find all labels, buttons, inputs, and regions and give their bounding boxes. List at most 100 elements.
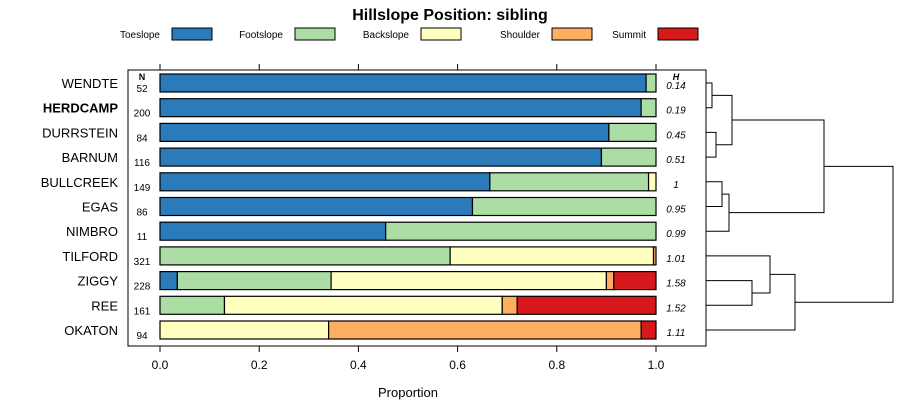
h-value-egas: 0.95 bbox=[666, 205, 686, 216]
bars bbox=[159, 73, 657, 340]
row-label-wendte: WENDTE bbox=[62, 76, 119, 91]
n-value-egas: 86 bbox=[136, 208, 148, 219]
row-label-nimbro: NIMBRO bbox=[66, 224, 118, 239]
row-tilford bbox=[159, 246, 657, 266]
h-value-ree: 1.52 bbox=[666, 303, 686, 314]
h-value-tilford: 1.01 bbox=[666, 254, 685, 265]
dendro-root bbox=[795, 165, 894, 303]
dendro-cluster-a bbox=[712, 94, 733, 146]
legend-label-toeslope: Toeslope bbox=[120, 30, 160, 41]
bar-ree-footslope bbox=[159, 295, 226, 315]
x-axis: 0.0 0.2 0.4 0.6 0.8 1.0 bbox=[152, 64, 665, 372]
bar-ree-shoulder bbox=[501, 295, 518, 315]
row-label-tilford: TILFORD bbox=[62, 249, 118, 264]
h-value-durrstein: 0.45 bbox=[666, 130, 686, 141]
row-label-ree: REE bbox=[91, 298, 118, 313]
row-herdcamp bbox=[159, 98, 657, 118]
bar-herdcamp-toeslope bbox=[159, 98, 642, 118]
bar-barnum-footslope bbox=[600, 147, 657, 167]
bar-ziggy-backslope bbox=[330, 271, 607, 291]
legend-swatch-backslope bbox=[420, 27, 462, 41]
row-nimbro bbox=[159, 221, 657, 241]
dendro-wendte-herdcamp bbox=[706, 82, 713, 109]
h-value-herdcamp: 0.19 bbox=[666, 106, 686, 117]
legend-label-shoulder: Shoulder bbox=[500, 30, 541, 41]
bar-egas-footslope bbox=[471, 196, 657, 217]
legend-swatch-shoulder bbox=[551, 27, 593, 41]
bar-barnum-toeslope bbox=[159, 147, 603, 167]
dendro-cluster-c bbox=[706, 255, 771, 294]
bar-durrstein-footslope bbox=[608, 122, 657, 143]
bar-wendte-footslope bbox=[645, 73, 657, 93]
bar-ree-summit bbox=[516, 295, 657, 315]
row-label-ziggy: ZIGGY bbox=[78, 274, 119, 289]
row-barnum bbox=[159, 147, 657, 167]
x-tick-label-5: 1.0 bbox=[648, 358, 665, 372]
bar-ree-backslope bbox=[223, 295, 503, 315]
bar-okaton-shoulder bbox=[328, 320, 642, 340]
bar-tilford-shoulder bbox=[652, 246, 657, 266]
bar-ziggy-toeslope bbox=[159, 271, 178, 291]
n-value-ree: 161 bbox=[134, 306, 151, 317]
n-value-okaton: 94 bbox=[136, 331, 148, 342]
h-column-header: H bbox=[673, 72, 680, 82]
bar-herdcamp-footslope bbox=[640, 98, 657, 118]
legend-label-backslope: Backslope bbox=[363, 30, 410, 41]
bar-bullcreek-backslope bbox=[647, 172, 657, 192]
h-value-wendte: 0.14 bbox=[666, 81, 686, 92]
bar-nimbro-toeslope bbox=[159, 221, 387, 241]
x-tick-label-1: 0.2 bbox=[251, 358, 268, 372]
x-axis-label: Proportion bbox=[378, 385, 438, 400]
legend-label-summit: Summit bbox=[612, 30, 646, 41]
row-label-egas: EGAS bbox=[82, 200, 118, 215]
row-wendte bbox=[159, 73, 657, 93]
bar-ziggy-summit bbox=[613, 271, 657, 291]
bar-durrstein-toeslope bbox=[159, 122, 610, 143]
n-column-header: N bbox=[139, 72, 146, 82]
row-label-barnum: BARNUM bbox=[62, 150, 118, 165]
n-value-nimbro: 11 bbox=[137, 232, 148, 243]
row-bullcreek bbox=[159, 172, 657, 192]
n-value-durrstein: 84 bbox=[136, 133, 148, 144]
x-tick-label-4: 0.8 bbox=[548, 358, 565, 372]
bar-egas-toeslope bbox=[159, 196, 474, 217]
row-labels: WENDTE 52 0.14 HERDCAMP 200 0.19 DURRSTEIN 84 0.… bbox=[41, 76, 686, 342]
bar-bullcreek-toeslope bbox=[159, 172, 491, 192]
n-value-tilford: 321 bbox=[134, 257, 151, 268]
bar-tilford-backslope bbox=[449, 246, 655, 266]
dendro-cluster-b bbox=[706, 193, 730, 232]
n-value-ziggy: 228 bbox=[134, 282, 151, 293]
legend-swatch-footslope bbox=[294, 27, 336, 41]
n-value-bullcreek: 149 bbox=[134, 183, 151, 194]
row-ziggy bbox=[159, 271, 657, 291]
h-value-barnum: 0.51 bbox=[666, 155, 685, 166]
plot-panel bbox=[127, 69, 707, 347]
bar-okaton-backslope bbox=[159, 320, 330, 340]
legend-label-footslope: Footslope bbox=[239, 30, 283, 41]
legend-swatch-summit bbox=[657, 27, 699, 41]
row-ree bbox=[159, 295, 657, 315]
row-egas bbox=[159, 196, 657, 217]
h-value-bullcreek: 1 bbox=[673, 180, 679, 191]
row-label-herdcamp: HERDCAMP bbox=[43, 101, 118, 116]
dendrogram bbox=[706, 82, 894, 331]
n-value-herdcamp: 200 bbox=[134, 109, 151, 120]
dendro-cluster-d bbox=[706, 273, 796, 331]
legend: Toeslope Footslope Backslope Shoulder Summit bbox=[120, 27, 699, 41]
row-label-durrstein: DURRSTEIN bbox=[42, 125, 118, 140]
bar-wendte-toeslope bbox=[159, 73, 647, 93]
bar-ziggy-footslope bbox=[176, 271, 332, 291]
x-tick-label-3: 0.6 bbox=[449, 358, 466, 372]
dendro-ziggy-ree bbox=[706, 280, 753, 306]
legend-swatch-toeslope bbox=[171, 27, 213, 41]
x-tick-label-0: 0.0 bbox=[152, 358, 169, 372]
bar-tilford-footslope bbox=[159, 246, 451, 266]
n-value-barnum: 116 bbox=[134, 158, 150, 169]
x-tick-label-2: 0.4 bbox=[350, 358, 367, 372]
bar-bullcreek-footslope bbox=[489, 172, 650, 192]
h-value-okaton: 1.11 bbox=[667, 328, 686, 339]
row-label-bullcreek: BULLCREEK bbox=[41, 175, 119, 190]
h-value-nimbro: 0.99 bbox=[666, 229, 686, 240]
bar-okaton-summit bbox=[640, 320, 657, 340]
